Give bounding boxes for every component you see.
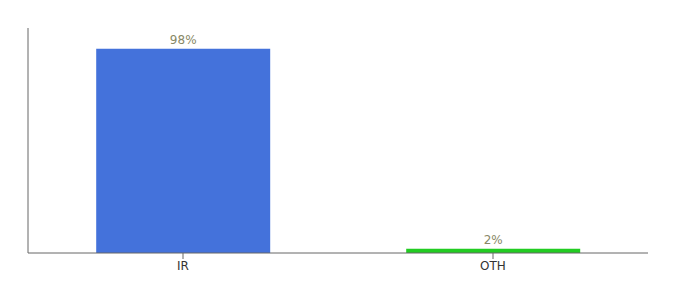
svg-text:98%: 98% — [170, 33, 197, 47]
svg-text:OTH: OTH — [480, 259, 506, 273]
svg-text:IR: IR — [177, 259, 189, 273]
svg-text:2%: 2% — [484, 233, 503, 247]
